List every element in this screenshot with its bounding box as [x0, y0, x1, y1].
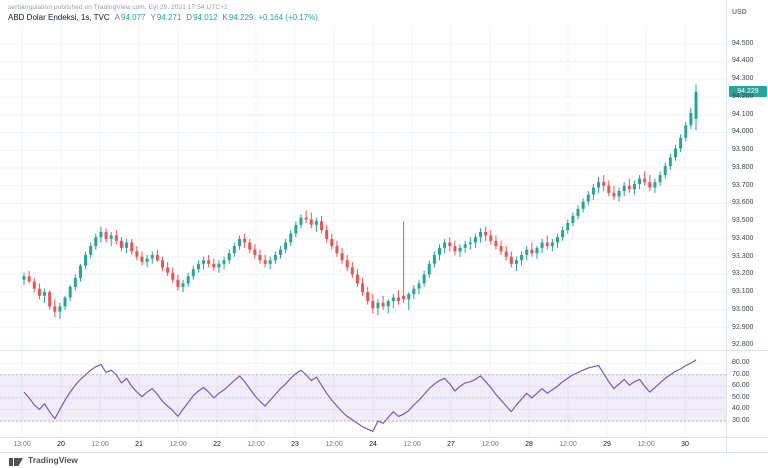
chart-window: serbangulation published on TradingView.… — [0, 0, 768, 468]
chart-canvas[interactable] — [0, 0, 768, 468]
